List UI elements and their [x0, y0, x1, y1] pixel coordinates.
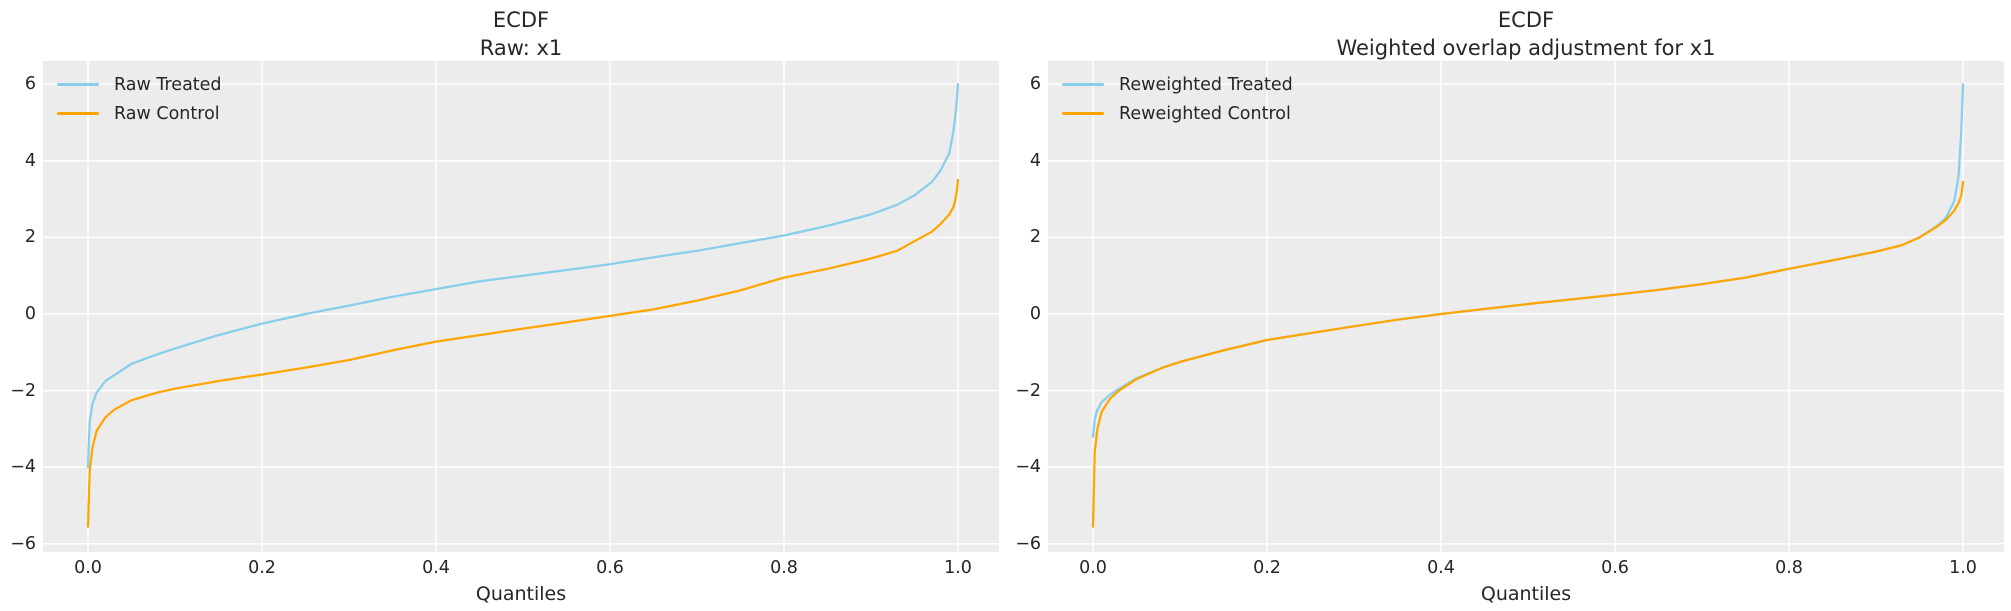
legend-item: Raw Treated: [57, 70, 222, 99]
y-tick-label: 4: [1029, 150, 1041, 171]
y-tick-label: 2: [1029, 227, 1041, 248]
x-axis-label-weighted: Quantiles: [1480, 583, 1572, 605]
x-tick-label: 1.0: [944, 558, 972, 578]
legend-swatch-control: [57, 112, 99, 115]
plot-area-weighted: Reweighted Treated Reweighted Control: [1048, 61, 2004, 552]
x-axis-label-raw: Quantiles: [475, 583, 567, 605]
legend-swatch-treated: [1062, 83, 1104, 86]
y-tick-label: 2: [24, 227, 36, 248]
series-raw-control: [86, 178, 960, 528]
y-tick-label: −4: [1015, 457, 1041, 478]
ecdf-chart-weighted: [1048, 61, 2004, 552]
y-tick-label: −2: [10, 380, 36, 401]
series-reweighted-control: [1091, 180, 1965, 528]
x-tick-label: 0.0: [74, 558, 102, 578]
y-tick-label: 0: [1029, 304, 1041, 324]
series-raw-treated: [86, 83, 960, 469]
chart-title-line: ECDF: [492, 8, 550, 32]
legend-label-control: Raw Control: [114, 103, 220, 124]
x-tick-label: 0.8: [770, 558, 798, 578]
x-tick-label: 0.6: [596, 558, 624, 578]
y-tick-label: 6: [1029, 74, 1041, 95]
legend-swatch-control: [1062, 112, 1104, 115]
y-tick-label: 6: [24, 74, 36, 95]
legend-raw: Raw Treated Raw Control: [57, 70, 222, 128]
ecdf-panel-raw: ECDF Raw: x1 Raw Treated Raw Control 6 4 2…: [0, 0, 1005, 611]
x-tick-label: 0.4: [422, 558, 450, 578]
plot-area-raw: Raw Treated Raw Control: [43, 61, 999, 552]
x-tick-label: 0.2: [1253, 558, 1281, 578]
chart-title-weighted: ECDF Weighted overlap adjustment for x1: [1048, 6, 2004, 62]
legend-item: Reweighted Treated: [1062, 70, 1293, 99]
x-tick-label: 0.4: [1427, 558, 1455, 578]
y-tick-label: −6: [1015, 533, 1041, 554]
chart-subtitle: Weighted overlap adjustment for x1: [1336, 36, 1716, 60]
legend-label-treated: Raw Treated: [114, 74, 222, 95]
legend-label-control: Reweighted Control: [1119, 103, 1291, 124]
chart-title-line: ECDF: [1497, 8, 1555, 32]
legend-label-treated: Reweighted Treated: [1119, 74, 1293, 95]
legend-weighted: Reweighted Treated Reweighted Control: [1062, 70, 1293, 128]
x-tick-label: 0.8: [1775, 558, 1803, 578]
chart-subtitle: Raw: x1: [479, 36, 563, 60]
x-tick-label: 1.0: [1949, 558, 1977, 578]
ecdf-panel-weighted: ECDF Weighted overlap adjustment for x1 …: [1005, 0, 2010, 611]
x-tick-label: 0.0: [1079, 558, 1107, 578]
y-tick-label: 4: [24, 150, 36, 171]
legend-item: Raw Control: [57, 99, 222, 128]
y-tick-label: −2: [1015, 380, 1041, 401]
y-tick-label: 0: [24, 304, 36, 324]
legend-item: Reweighted Control: [1062, 99, 1293, 128]
x-tick-label: 0.6: [1601, 558, 1629, 578]
legend-swatch-treated: [57, 83, 99, 86]
y-tick-label: −6: [10, 533, 36, 554]
ecdf-chart-raw: [43, 61, 999, 552]
chart-title-raw: ECDF Raw: x1: [43, 6, 999, 62]
x-tick-label: 0.2: [248, 558, 276, 578]
y-tick-label: −4: [10, 457, 36, 478]
